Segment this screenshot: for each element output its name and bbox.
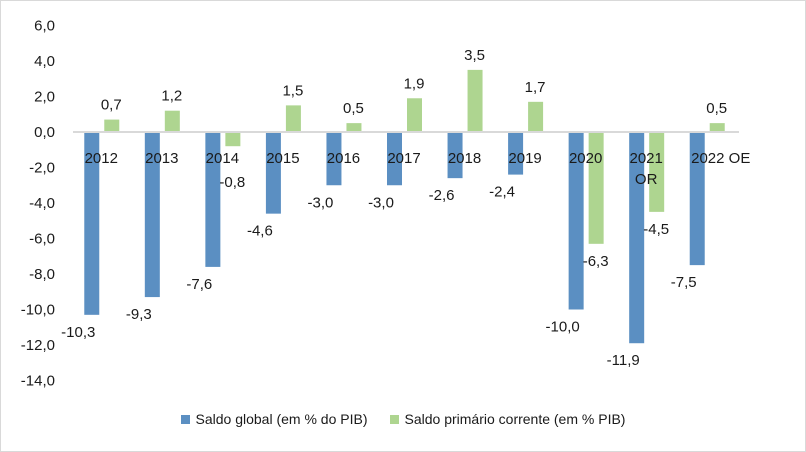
data-label: -6,3 [583,253,609,270]
x-tick-label: 2016 [327,150,360,167]
y-tick-label: -2,0 [29,160,55,177]
legend-label: Saldo primário corrente (em % PIB) [404,411,626,427]
bar-saldo-global [508,132,524,175]
data-label: -2,4 [489,184,515,201]
x-tick-label: 2021 [629,150,662,167]
bar-saldo-primario [407,98,422,132]
data-label: 1,7 [525,79,546,96]
bar-saldo-global [689,132,705,266]
data-label: 1,2 [161,88,182,105]
bar-saldo-primario [467,69,483,132]
x-tick-label: 2012 [85,150,118,167]
bar-saldo-global [447,132,463,179]
data-label: 3,5 [464,47,485,64]
y-tick-label: 4,0 [34,53,55,70]
bar-saldo-primario [104,119,120,132]
x-tick-label: 2017 [387,150,420,167]
y-tick-label: 2,0 [34,89,55,106]
bar-saldo-global [84,132,100,315]
y-tick-label: -6,0 [29,231,55,248]
y-tick-label: -8,0 [29,266,55,283]
bar-saldo-global [387,132,402,186]
data-label: -10,0 [546,319,580,336]
bar-saldo-primario [649,132,665,212]
bar-saldo-global [205,132,221,267]
legend: Saldo global (em % do PIB) Saldo primári… [1,411,805,427]
data-label: 1,9 [404,75,425,92]
data-label: -7,5 [671,274,697,291]
x-tick-label: 2015 [266,150,299,167]
y-tick-label: -12,0 [21,337,55,354]
data-label: 0,5 [706,100,727,117]
x-tick-label: OR [635,171,658,188]
legend-swatch [389,414,399,424]
y-tick-label: 6,0 [34,18,55,35]
bar-saldo-global [326,132,342,186]
bar-saldo-primario [164,110,180,132]
data-label: 0,7 [101,97,122,114]
bar-chart: 6,0 4,0 2,0 0,0 -2,0 -4,0 -6,0 -8,0 -10,0 -12,0 -1… [21,18,751,390]
y-tick-label: 0,0 [34,124,55,141]
bar-saldo-global [629,132,645,344]
legend-item-saldo-primario: Saldo primário corrente (em % PIB) [389,411,626,427]
x-tick-label: 2019 [508,150,541,167]
y-tick-label: -4,0 [29,195,55,212]
bar-saldo-primario [528,101,544,132]
data-label: -4,6 [247,223,273,240]
bar-saldo-primario [225,132,241,147]
data-label: 1,5 [282,82,303,99]
bar-saldo-primario [285,105,301,132]
data-label: -3,0 [308,194,334,211]
data-label: -4,5 [643,221,669,238]
bar-saldo-global [568,132,584,310]
y-tick-label: -14,0 [21,373,55,390]
legend-item-saldo-global: Saldo global (em % do PIB) [180,411,368,427]
legend-swatch [180,414,190,424]
legend-label: Saldo global (em % do PIB) [195,411,368,427]
data-label: -2,6 [429,187,455,204]
data-label: -3,0 [368,194,394,211]
bar-saldo-primario [588,132,604,244]
x-tick-label: 2018 [448,150,481,167]
data-label: -7,6 [186,276,212,293]
data-label: -11,9 [607,352,640,369]
data-label: -10,3 [61,324,95,341]
data-label: 0,5 [343,100,364,117]
data-label: -9,3 [126,306,152,323]
y-tick-label: -10,0 [21,302,55,319]
x-tick-label: 2020 [569,150,602,167]
bar-saldo-primario [346,123,362,132]
bar-saldo-primario [709,123,725,132]
bar-saldo-global [265,132,281,214]
x-tick-label: 2013 [145,150,178,167]
bar-saldo-global [144,132,160,298]
x-tick-label: 2014 [206,150,239,167]
x-tick-label: 2022 OE [691,150,750,167]
data-label: -0,8 [219,174,245,191]
